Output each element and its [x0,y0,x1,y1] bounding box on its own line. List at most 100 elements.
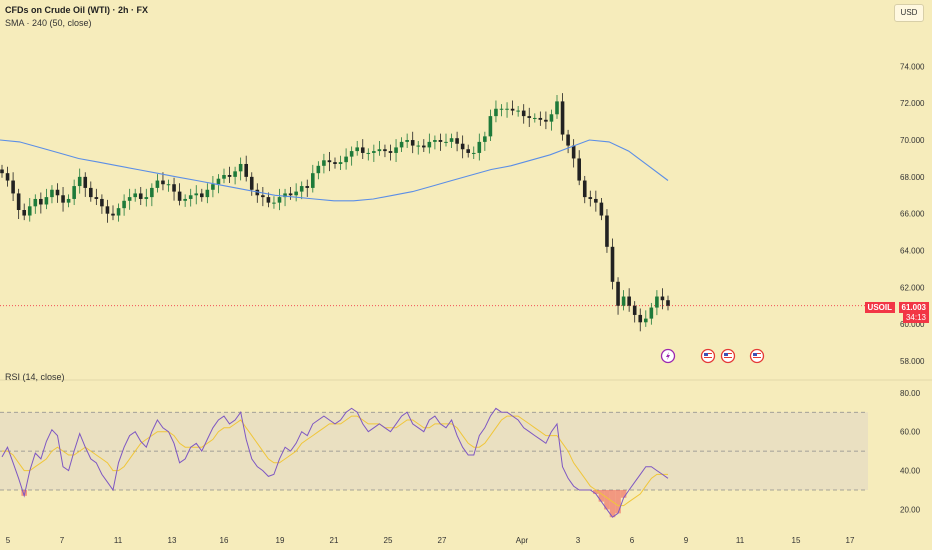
candle-body [222,175,226,179]
rsi-oversold-fill [620,490,627,498]
time-axis-tick: 3 [576,536,581,545]
candle-body [227,175,232,177]
candle-body [105,206,110,214]
candle-body [455,138,459,144]
candle-body [399,141,404,148]
candle-body [527,116,532,118]
candle-body [533,117,537,119]
candle-body [560,101,565,135]
candle-body [394,147,398,153]
candle-body [150,187,154,198]
candle-body [155,180,160,188]
countdown-tag: 34:13 [902,313,929,323]
candle-body [627,296,631,306]
chart-title: CFDs on Crude Oil (WTI) · 2h · FX [5,5,148,15]
candle-body [610,246,615,282]
candle-body [416,145,421,147]
rsi-legend[interactable]: RSI (14, close) [5,372,65,382]
symbol-tag: USOIL [864,302,895,313]
candle-body [499,108,504,110]
candle-body [144,197,149,199]
candle-body [94,197,99,199]
candle-body [249,176,254,190]
candle-body [161,180,165,185]
flag-canton [724,353,728,356]
candle-body [244,163,248,177]
candle-body [582,180,587,198]
time-axis-tick: 13 [168,536,177,545]
candle-body [172,184,176,192]
candle-body [488,116,493,137]
candle-body [544,119,548,122]
candle-body [660,296,665,301]
candle-body [605,215,609,247]
candle-body [422,145,426,148]
price-axis-tick: 70.000 [900,136,925,145]
candle-body [5,173,10,181]
last-price-tag: 61.003 [898,302,929,313]
candle-body [205,189,210,198]
time-axis-tick: 9 [684,536,689,545]
candle-body [571,145,576,159]
rsi-oversold-fill [609,490,616,518]
candle-body [638,314,643,323]
flag-canton [704,353,708,356]
candle-body [338,162,343,164]
rsi-axis-tick: 40.00 [900,467,921,476]
candle-body [410,140,415,146]
candle-body [311,173,315,188]
candle-body [372,151,376,153]
candle-body [27,206,32,216]
us-flag-icon [749,348,765,364]
candle-body [299,186,304,192]
candle-body [405,140,409,142]
price-axis-tick: 64.000 [900,247,925,256]
us-flag-icon [700,348,716,364]
rsi-oversold-fill [21,490,27,496]
time-axis-tick: 11 [736,536,745,545]
candle-body [66,198,71,203]
candle-body [194,193,199,196]
candle-body [433,140,437,142]
currency-button[interactable]: USD [894,4,924,22]
candle-body [238,163,243,172]
candle-body [505,108,509,110]
candle-body [471,152,476,154]
candle-body [344,156,348,163]
candle-body [621,296,626,306]
candle-body [588,197,593,199]
price-axis-tick: 58.000 [900,357,925,366]
candle-body [266,197,271,203]
time-axis-tick: 21 [330,536,339,545]
candle-body [377,149,382,152]
flag-stripe [753,357,761,358]
candle-body [183,198,187,201]
candle-body [294,191,298,196]
candle-body [0,169,4,174]
candle-body [11,180,15,194]
candle-body [649,307,654,319]
candle-body [111,213,115,216]
candle-body [349,151,354,157]
time-axis-tick: 7 [60,536,65,545]
time-axis-tick: Apr [516,536,529,545]
sma-legend[interactable]: SMA · 240 (50, close) [5,18,92,28]
price-axis-tick: 72.000 [900,99,925,108]
time-axis-tick: 5 [6,536,11,545]
candle-body [272,202,276,204]
candle-body [50,189,54,198]
lightning-icon [660,348,676,364]
flag-stripe [704,357,712,358]
candle-body [388,151,393,153]
candle-body [666,300,670,306]
candle-body [360,147,365,153]
candle-body [61,195,65,203]
candle-body [127,197,132,201]
rsi-axis-tick: 20.00 [900,505,921,514]
flag-canton [753,353,757,356]
candle-body [89,187,93,198]
rsi-axis-tick: 80.00 [900,389,921,398]
candle-body [211,184,215,190]
